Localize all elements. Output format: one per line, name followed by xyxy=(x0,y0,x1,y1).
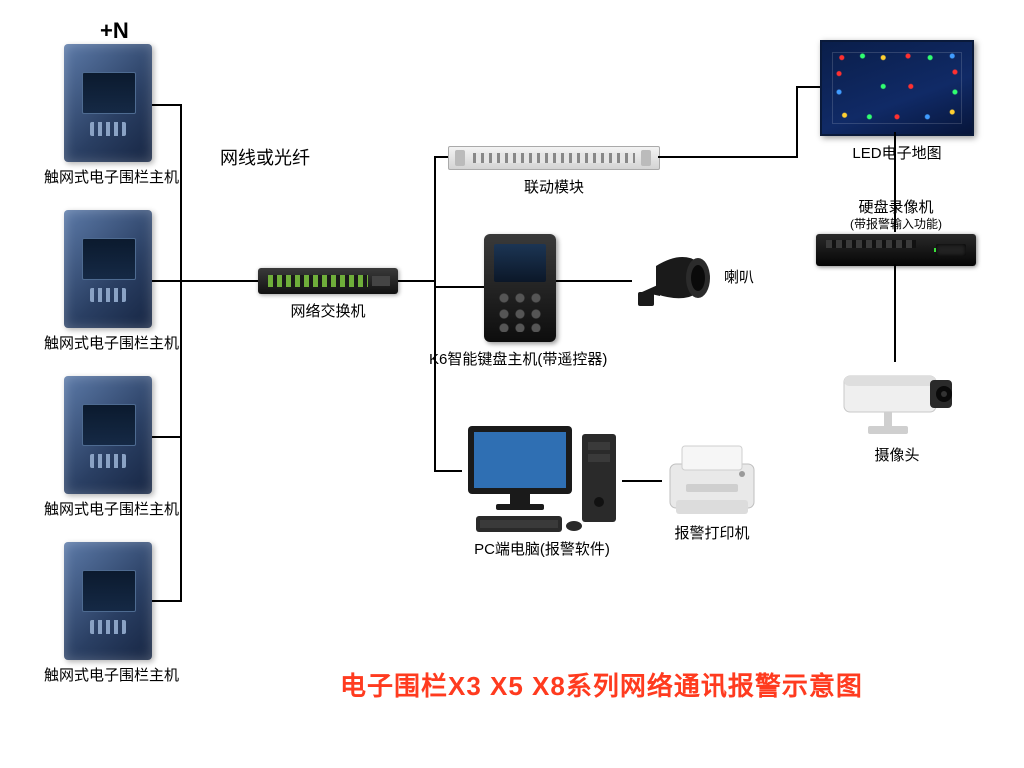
alarm-printer: 报警打印机 xyxy=(662,440,762,543)
wire xyxy=(556,280,632,282)
fence-host-3: 触网式电子围栏主机 xyxy=(64,376,179,519)
diagram-title: 电子围栏X3 X5 X8系列网络通讯报警示意图 xyxy=(340,666,863,703)
printer-icon xyxy=(662,440,762,520)
led-map-label: LED电子地图 xyxy=(820,142,974,163)
dvr-title: 硬盘录像机 xyxy=(816,196,976,217)
wire xyxy=(152,436,182,438)
horn-icon xyxy=(632,248,716,312)
plus-n-label: +N xyxy=(100,18,129,44)
fence-host-label: 触网式电子围栏主机 xyxy=(44,664,179,685)
linkage-icon xyxy=(448,146,660,170)
network-switch: 网络交换机 xyxy=(258,268,398,321)
pc-icon xyxy=(462,416,622,536)
dvr-icon xyxy=(816,234,976,266)
horn-label: 喇叭 xyxy=(724,266,754,287)
fence-host-label: 触网式电子围栏主机 xyxy=(44,498,179,519)
camera-icon xyxy=(832,362,962,442)
cable-type-label: 网线或光纤 xyxy=(220,144,310,170)
wire xyxy=(658,156,798,158)
wire xyxy=(152,600,182,602)
fence-host-icon xyxy=(64,542,152,660)
fence-host-icon xyxy=(64,376,152,494)
switch-icon xyxy=(258,268,398,294)
printer-label: 报警打印机 xyxy=(662,522,762,543)
wire xyxy=(796,86,820,88)
pc-label: PC端电脑(报警软件) xyxy=(462,538,622,559)
wire xyxy=(152,104,182,106)
wire xyxy=(152,280,182,282)
linkage-module: 联动模块 xyxy=(448,146,660,197)
fence-host-label: 触网式电子围栏主机 xyxy=(44,166,179,187)
diagram-canvas: { "canvas": { "width": 1024, "height": 7… xyxy=(0,0,1024,768)
fence-host-icon xyxy=(64,210,152,328)
keypad-icon xyxy=(484,234,556,342)
fence-host-1: 触网式电子围栏主机 xyxy=(64,44,179,187)
horn-speaker xyxy=(632,248,716,312)
wire xyxy=(398,280,436,282)
dvr: 硬盘录像机 (带报警输入功能) xyxy=(816,196,976,266)
led-map: LED电子地图 xyxy=(820,40,974,163)
fence-host-4: 触网式电子围栏主机 xyxy=(64,542,179,685)
camera: 摄像头 xyxy=(832,362,962,465)
k6-keypad: K6智能键盘主机(带遥控器) xyxy=(484,234,607,369)
wire xyxy=(180,104,182,600)
wire xyxy=(434,156,448,158)
keypad-label: K6智能键盘主机(带遥控器) xyxy=(429,348,607,369)
switch-label: 网络交换机 xyxy=(258,300,398,321)
fence-host-label: 触网式电子围栏主机 xyxy=(44,332,179,353)
fence-host-icon xyxy=(64,44,152,162)
wire xyxy=(894,132,896,232)
wire xyxy=(434,156,436,472)
wire xyxy=(894,264,896,362)
pc-client: PC端电脑(报警软件) xyxy=(462,416,622,559)
wire xyxy=(434,286,484,288)
wire xyxy=(434,470,462,472)
camera-label: 摄像头 xyxy=(832,444,962,465)
wire xyxy=(622,480,662,482)
led-map-icon xyxy=(820,40,974,136)
dvr-subtitle: (带报警输入功能) xyxy=(816,215,976,232)
linkage-label: 联动模块 xyxy=(448,176,660,197)
wire xyxy=(180,280,258,282)
wire xyxy=(796,86,798,158)
